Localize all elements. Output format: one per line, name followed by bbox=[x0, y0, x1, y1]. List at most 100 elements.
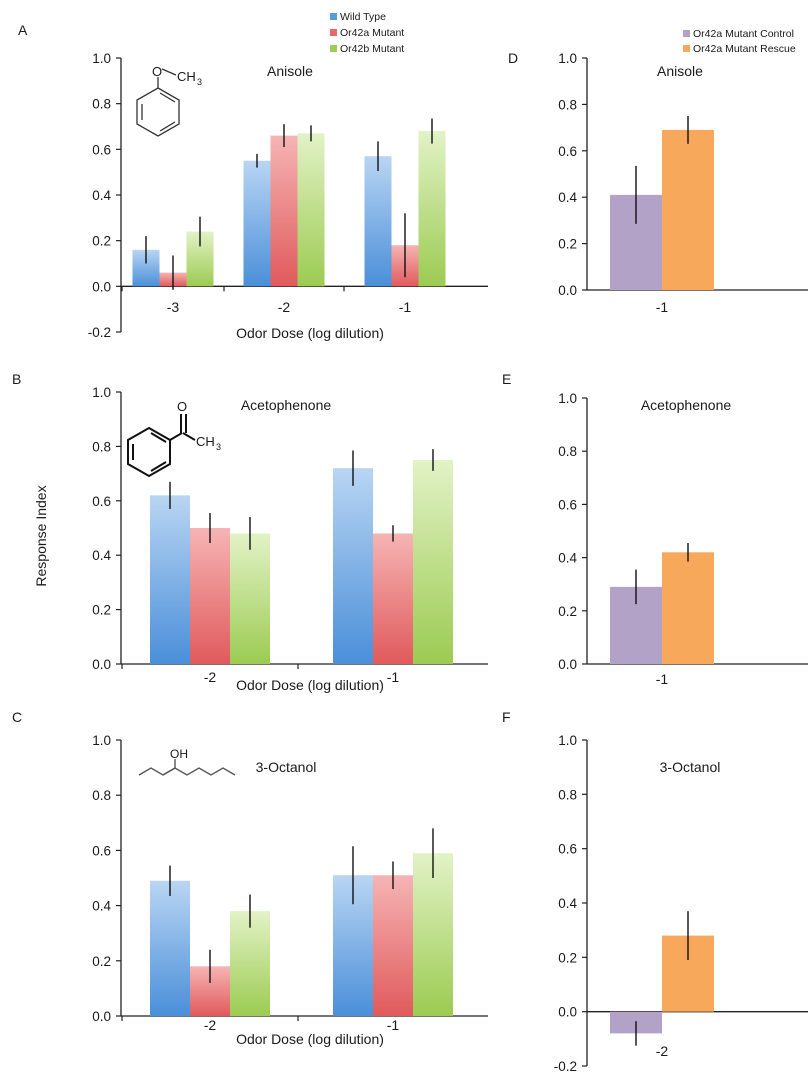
chart-panel-e: Acetophenone 0.0 0.2 0.4 0.6 0.8 1.0 -1 bbox=[558, 391, 808, 687]
bar-b-1-0 bbox=[333, 468, 373, 664]
x-tick-label-e-0: -1 bbox=[656, 671, 669, 687]
y-axis-label: Response Index bbox=[33, 485, 49, 586]
x-tick-label-a-1: -2 bbox=[278, 299, 291, 315]
bar-d-0-1 bbox=[662, 129, 714, 290]
y-tick-label-c-4: 0.8 bbox=[92, 788, 111, 803]
panel-letter-b: B bbox=[12, 371, 21, 387]
y-tick-label-b-4: 0.8 bbox=[92, 439, 111, 454]
y-tick-label-c-1: 0.2 bbox=[92, 954, 111, 969]
bar-b-1-2 bbox=[413, 460, 453, 664]
chart-title-c: 3-Octanol bbox=[256, 759, 317, 775]
acetophenone-structure bbox=[127, 414, 196, 478]
x-tick-label-a-0: -3 bbox=[167, 299, 180, 315]
chart-title-f: 3-Octanol bbox=[660, 759, 721, 775]
y-tick-label-a-4: 0.6 bbox=[92, 142, 111, 157]
anisole-ch3-subscript: 3 bbox=[197, 77, 202, 87]
y-tick-label-d-4: 0.8 bbox=[558, 97, 577, 112]
y-tick-label-c-5: 1.0 bbox=[92, 733, 111, 748]
anisole-structure bbox=[136, 68, 180, 137]
bar-b-0-0 bbox=[150, 495, 190, 664]
x-tick-label-c-1: -1 bbox=[387, 1017, 400, 1033]
y-tick-label-e-0: 0.0 bbox=[558, 657, 577, 672]
bar-b-0-1 bbox=[190, 528, 230, 664]
y-tick-label-a-6: 1.0 bbox=[92, 51, 111, 66]
y-tick-label-b-2: 0.4 bbox=[92, 548, 111, 563]
y-tick-label-c-2: 0.4 bbox=[92, 899, 111, 914]
y-tick-label-b-0: 0.0 bbox=[92, 657, 111, 672]
y-tick-label-f-0: -0.2 bbox=[554, 1059, 577, 1072]
bar-a-2-2 bbox=[418, 131, 446, 287]
y-tick-label-c-0: 0.0 bbox=[92, 1009, 111, 1024]
chart-panel-d: Anisole 0.0 0.2 0.4 0.6 0.8 1.0 -1 bbox=[558, 51, 808, 315]
y-tick-label-a-5: 0.8 bbox=[92, 97, 111, 112]
y-tick-label-c-3: 0.6 bbox=[92, 843, 111, 858]
y-tick-label-d-2: 0.4 bbox=[558, 190, 577, 205]
3-octanol-oh-label: OH bbox=[170, 747, 188, 761]
legend-label-mutant-rescue: Or42a Mutant Rescue bbox=[693, 43, 796, 55]
chart-title-b: Acetophenone bbox=[241, 397, 332, 413]
x-tick-label-a-2: -1 bbox=[399, 299, 412, 315]
y-tick-label-f-2: 0.2 bbox=[558, 950, 577, 965]
bar-c-0-2 bbox=[230, 911, 270, 1016]
y-tick-label-f-5: 0.8 bbox=[558, 787, 577, 802]
y-tick-label-a-2: 0.2 bbox=[92, 234, 111, 249]
panel-letter-d: D bbox=[508, 50, 518, 66]
anisole-o-label: O bbox=[152, 64, 162, 79]
bar-a-1-0 bbox=[243, 160, 271, 287]
panel-letter-c: C bbox=[12, 709, 22, 725]
x-tick-label-b-0: -2 bbox=[204, 669, 217, 685]
y-tick-label-d-3: 0.6 bbox=[558, 144, 577, 159]
y-tick-label-d-1: 0.2 bbox=[558, 237, 577, 252]
legend-label-mutant-control: Or42a Mutant Control bbox=[693, 28, 794, 40]
legend-label-or42a-mutant: Or42a Mutant bbox=[340, 27, 404, 39]
y-tick-label-f-1: 0.0 bbox=[558, 1005, 577, 1020]
bar-c-0-0 bbox=[150, 880, 190, 1016]
legend-swatch-wild-type bbox=[330, 13, 337, 20]
x-axis-label-b: Odor Dose (log dilution) bbox=[236, 677, 384, 693]
y-tick-label-b-1: 0.2 bbox=[92, 603, 111, 618]
y-tick-label-f-4: 0.6 bbox=[558, 842, 577, 857]
bar-c-1-1 bbox=[373, 875, 413, 1016]
y-tick-label-e-1: 0.2 bbox=[558, 604, 577, 619]
x-axis-label-c: Odor Dose (log dilution) bbox=[236, 1031, 384, 1047]
x-axis-label-a: Odor Dose (log dilution) bbox=[236, 325, 384, 341]
x-tick-label-f-0: -2 bbox=[656, 1043, 669, 1059]
panel-letter-a: A bbox=[18, 22, 28, 38]
y-tick-label-d-0: 0.0 bbox=[558, 283, 577, 298]
bar-a-2-0 bbox=[364, 156, 392, 287]
bar-b-1-1 bbox=[373, 533, 413, 664]
y-tick-label-a-3: 0.4 bbox=[92, 188, 111, 203]
3-octanol-structure bbox=[138, 759, 236, 776]
panel-letter-e: E bbox=[502, 371, 511, 387]
y-tick-label-a-1: 0.0 bbox=[92, 279, 111, 294]
x-tick-label-b-1: -1 bbox=[387, 669, 400, 685]
acetophenone-o-label: O bbox=[177, 399, 187, 414]
y-tick-label-e-4: 0.8 bbox=[558, 444, 577, 459]
y-tick-label-e-3: 0.6 bbox=[558, 497, 577, 512]
y-tick-label-f-6: 1.0 bbox=[558, 733, 577, 748]
legend-label-wild-type: Wild Type bbox=[340, 11, 386, 23]
chart-title-a: Anisole bbox=[267, 63, 313, 79]
acetophenone-ch3-subscript: 3 bbox=[216, 442, 221, 452]
y-tick-label-d-5: 1.0 bbox=[558, 51, 577, 66]
legend-label-or42b-mutant: Or42b Mutant bbox=[340, 43, 404, 55]
bar-a-1-1 bbox=[270, 135, 298, 287]
charts: Anisole-0.20.00.20.40.60.81.0-3 -2 -1Odor … bbox=[88, 51, 808, 1074]
y-tick-label-b-3: 0.6 bbox=[92, 494, 111, 509]
y-tick-label-e-5: 1.0 bbox=[558, 391, 577, 406]
y-tick-label-b-5: 1.0 bbox=[92, 385, 111, 400]
chart-title-d: Anisole bbox=[657, 63, 703, 79]
y-tick-label-a-0: -0.2 bbox=[88, 325, 111, 340]
y-tick-label-e-2: 0.4 bbox=[558, 551, 577, 566]
acetophenone-ch3-label: CH bbox=[196, 434, 215, 449]
x-tick-label-d-0: -1 bbox=[656, 299, 669, 315]
y-tick-label-f-3: 0.4 bbox=[558, 896, 577, 911]
legend-right: Or42a Mutant Control Or42a Mutant Rescue bbox=[683, 28, 796, 55]
chart-panel-a: Anisole -0.2 0.0 0.2 0.4 0.6 0.8 1.0 -3 -2 -1 Odor … bbox=[88, 51, 488, 341]
chart-panel-f: 3-Octanol -0.2 0.0 0.2 0.4 0.6 0.8 1.0 -2 bbox=[554, 733, 808, 1074]
chart-title-e: Acetophenone bbox=[641, 397, 732, 413]
